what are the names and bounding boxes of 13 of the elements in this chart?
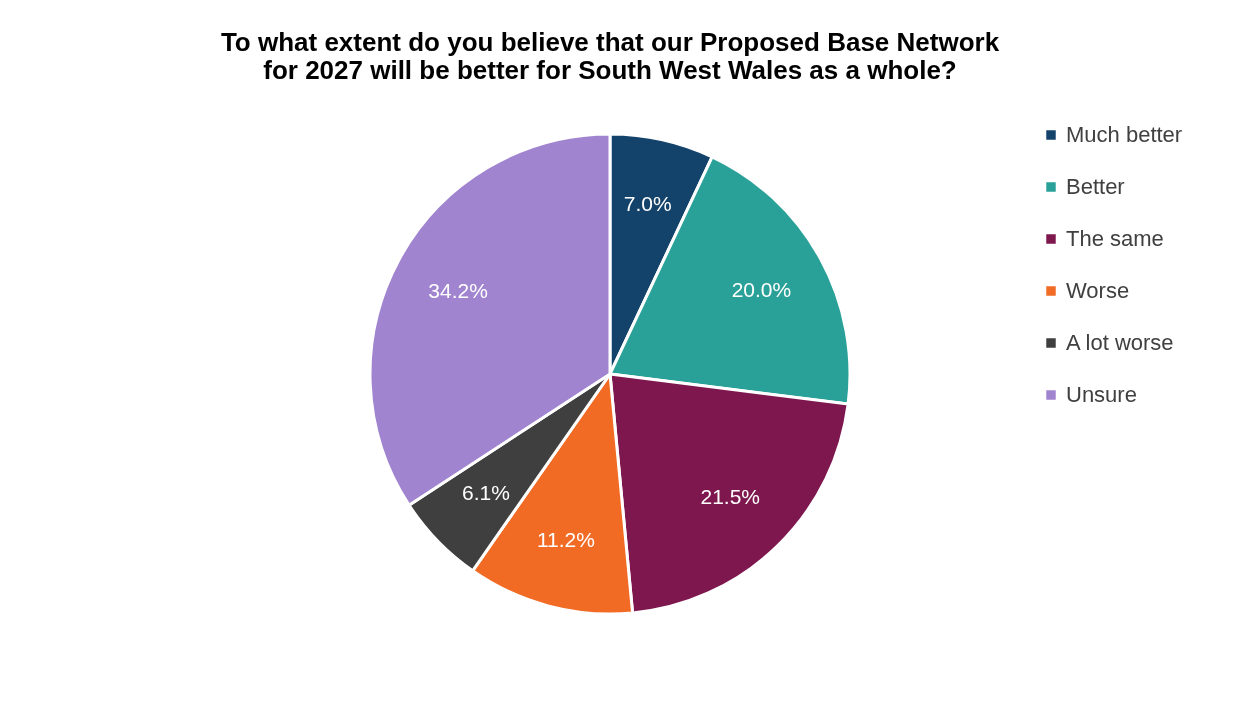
legend-label: A lot worse (1066, 330, 1174, 355)
data-label: 21.5% (700, 485, 761, 509)
legend-label: Much better (1066, 122, 1183, 147)
legend-label: Better (1066, 174, 1125, 199)
legend-label: Unsure (1066, 382, 1137, 407)
data-label: 20.0% (731, 277, 792, 301)
data-label: 7.0% (623, 192, 672, 216)
data-label: 6.1% (461, 481, 510, 505)
data-label: 34.2% (428, 278, 488, 302)
chart-title: To what extent do you believe that our Proposed Base Network for 2027 will be better for South West Wales as a whole? (220, 27, 1000, 85)
data-label: 11.2% (536, 528, 595, 552)
legend-label: The same (1066, 226, 1164, 251)
legend-label: Worse (1066, 278, 1130, 303)
